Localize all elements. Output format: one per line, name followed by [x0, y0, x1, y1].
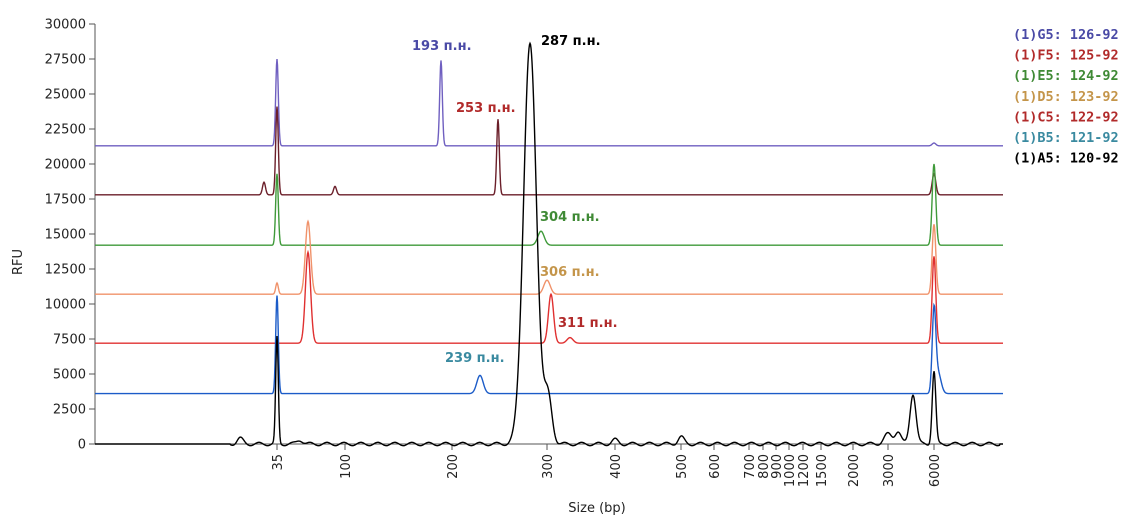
peak-labels: 193 п.н. 253 п.н. 287 п.н. 304 п.н. 306 п.н.… [412, 34, 618, 366]
x-tick-label: 100 [339, 454, 354, 479]
y-axis-title: RFU [11, 249, 26, 275]
x-tick-label: 3000 [882, 454, 897, 487]
x-tick-label: 400 [609, 454, 624, 479]
y-tick-label: 30000 [45, 18, 86, 33]
x-tick-label: 600 [708, 454, 723, 479]
legend-entry: (1)B5: 121-92 [1013, 130, 1119, 146]
peak-label: 311 п.н. [558, 316, 618, 331]
x-tick-label: 6000 [928, 454, 943, 487]
legend-entry: (1)F5: 125-92 [1013, 48, 1119, 64]
y-tick-label: 10000 [45, 298, 86, 313]
x-tick-label: 2000 [847, 454, 862, 487]
x-tick-label: 300 [541, 454, 556, 479]
peak-label: 287 п.н. [541, 34, 601, 49]
trace-1-c5-122-92 [95, 249, 1003, 344]
x-axis-title: Size (bp) [568, 501, 625, 516]
y-tick-label: 2500 [53, 403, 86, 418]
traces [95, 41, 1003, 447]
trace-1-a5-120-92 [95, 41, 1003, 447]
y-tick-label: 20000 [45, 158, 86, 173]
trace-1-g5-126-92 [95, 58, 1003, 147]
x-tick-label: 800 [757, 454, 772, 479]
y-tick-label: 12500 [45, 263, 86, 278]
axes: 0 2500 5000 7500 10000 12500 15000 17500 20000 22… [45, 18, 1003, 487]
x-tick-label: 700 [743, 454, 758, 479]
peak-label: 193 п.н. [412, 39, 472, 54]
x-tick-label: 500 [675, 454, 690, 479]
peak-label: 239 п.н. [445, 351, 505, 366]
y-tick-label: 17500 [45, 193, 86, 208]
trace-1-d5-123-92 [95, 219, 1003, 295]
x-tick-label: 1500 [815, 454, 830, 487]
y-tick-label: 5000 [53, 368, 86, 383]
peak-label: 306 п.н. [540, 265, 600, 280]
legend-entry: (1)C5: 122-92 [1013, 109, 1119, 125]
trace-1-f5-125-92 [95, 106, 1003, 196]
legend-entry: (1)E5: 124-92 [1013, 68, 1119, 84]
x-tick-label: 35 [271, 454, 286, 471]
y-tick-label: 7500 [53, 333, 86, 348]
legend-entry: (1)G5: 126-92 [1013, 27, 1119, 43]
legend: (1)G5: 126-92 (1)F5: 125-92 (1)E5: 124-92 (… [1013, 27, 1119, 167]
y-tick-label: 25000 [45, 88, 86, 103]
x-tick-label: 900 [770, 454, 785, 479]
y-tick-label: 15000 [45, 228, 86, 243]
y-tick-label: 0 [78, 438, 86, 453]
trace-1-e5-124-92 [95, 163, 1003, 246]
x-tick-label: 1200 [797, 454, 812, 487]
y-tick-label: 27500 [45, 53, 86, 68]
peak-label: 253 п.н. [456, 101, 516, 116]
y-tick-label: 22500 [45, 123, 86, 138]
peak-label: 304 п.н. [540, 210, 600, 225]
x-tick-label: 1000 [783, 454, 798, 487]
legend-entry: (1)D5: 123-92 [1013, 89, 1119, 105]
legend-entry: (1)A5: 120-92 [1013, 151, 1119, 167]
x-tick-label: 200 [446, 454, 461, 479]
